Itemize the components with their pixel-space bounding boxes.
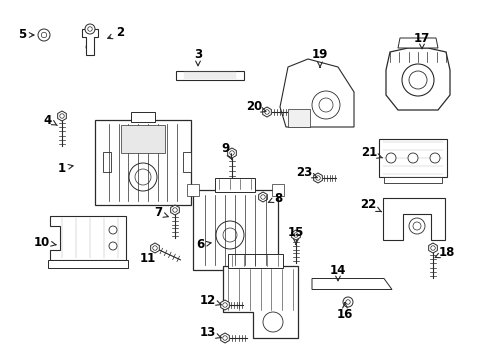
Polygon shape [150, 243, 159, 253]
Circle shape [87, 27, 92, 31]
Circle shape [41, 32, 47, 38]
Bar [95, 120, 191, 204]
Polygon shape [50, 216, 126, 260]
Polygon shape [227, 148, 236, 158]
Polygon shape [223, 266, 297, 338]
Bar [227, 254, 283, 268]
Circle shape [370, 280, 377, 288]
Polygon shape [291, 230, 300, 240]
Text: 9: 9 [222, 141, 231, 160]
Text: 10: 10 [34, 235, 56, 248]
Polygon shape [385, 48, 449, 110]
Circle shape [429, 153, 439, 163]
Polygon shape [313, 173, 322, 183]
Text: 14: 14 [329, 264, 346, 281]
Circle shape [38, 29, 50, 41]
Polygon shape [220, 300, 229, 310]
Bar [121, 125, 164, 153]
Text: 7: 7 [154, 207, 168, 220]
Circle shape [179, 72, 186, 78]
Text: 17: 17 [413, 31, 429, 49]
Text: 3: 3 [194, 49, 202, 66]
Polygon shape [428, 243, 436, 253]
Text: 16: 16 [336, 303, 352, 321]
Text: 21: 21 [360, 147, 382, 159]
Text: 15: 15 [287, 225, 304, 244]
Polygon shape [287, 109, 309, 127]
Polygon shape [397, 38, 437, 48]
Text: 5: 5 [18, 28, 34, 41]
Text: 1: 1 [58, 162, 73, 175]
Circle shape [345, 300, 349, 304]
Bar [186, 184, 198, 196]
Bar [183, 152, 191, 172]
Text: 11: 11 [140, 252, 156, 265]
Polygon shape [383, 177, 441, 183]
Circle shape [407, 153, 417, 163]
Text: 2: 2 [107, 27, 124, 40]
Polygon shape [280, 59, 353, 127]
Text: 13: 13 [200, 327, 221, 339]
Circle shape [318, 280, 325, 288]
Polygon shape [82, 29, 98, 55]
Bar [103, 152, 111, 172]
Text: 22: 22 [359, 198, 381, 212]
Text: 8: 8 [268, 192, 282, 204]
Polygon shape [258, 192, 267, 202]
Text: 12: 12 [200, 293, 221, 306]
Polygon shape [58, 111, 66, 121]
Text: 18: 18 [434, 246, 454, 258]
Circle shape [385, 153, 395, 163]
Polygon shape [176, 71, 244, 80]
Text: 6: 6 [196, 238, 211, 252]
Circle shape [342, 297, 352, 307]
Circle shape [85, 24, 95, 34]
Polygon shape [170, 205, 179, 215]
Polygon shape [311, 279, 391, 289]
Text: 20: 20 [245, 100, 265, 113]
Bar [215, 178, 254, 192]
Bar [378, 139, 446, 177]
Polygon shape [48, 260, 128, 268]
Circle shape [233, 72, 240, 78]
Text: 23: 23 [295, 166, 317, 179]
Bar [131, 112, 155, 122]
Bar [192, 190, 277, 270]
Polygon shape [382, 198, 444, 240]
Text: 19: 19 [311, 49, 327, 67]
Text: 4: 4 [44, 113, 57, 126]
Polygon shape [262, 107, 271, 117]
Polygon shape [220, 333, 229, 343]
Bar [271, 184, 283, 196]
